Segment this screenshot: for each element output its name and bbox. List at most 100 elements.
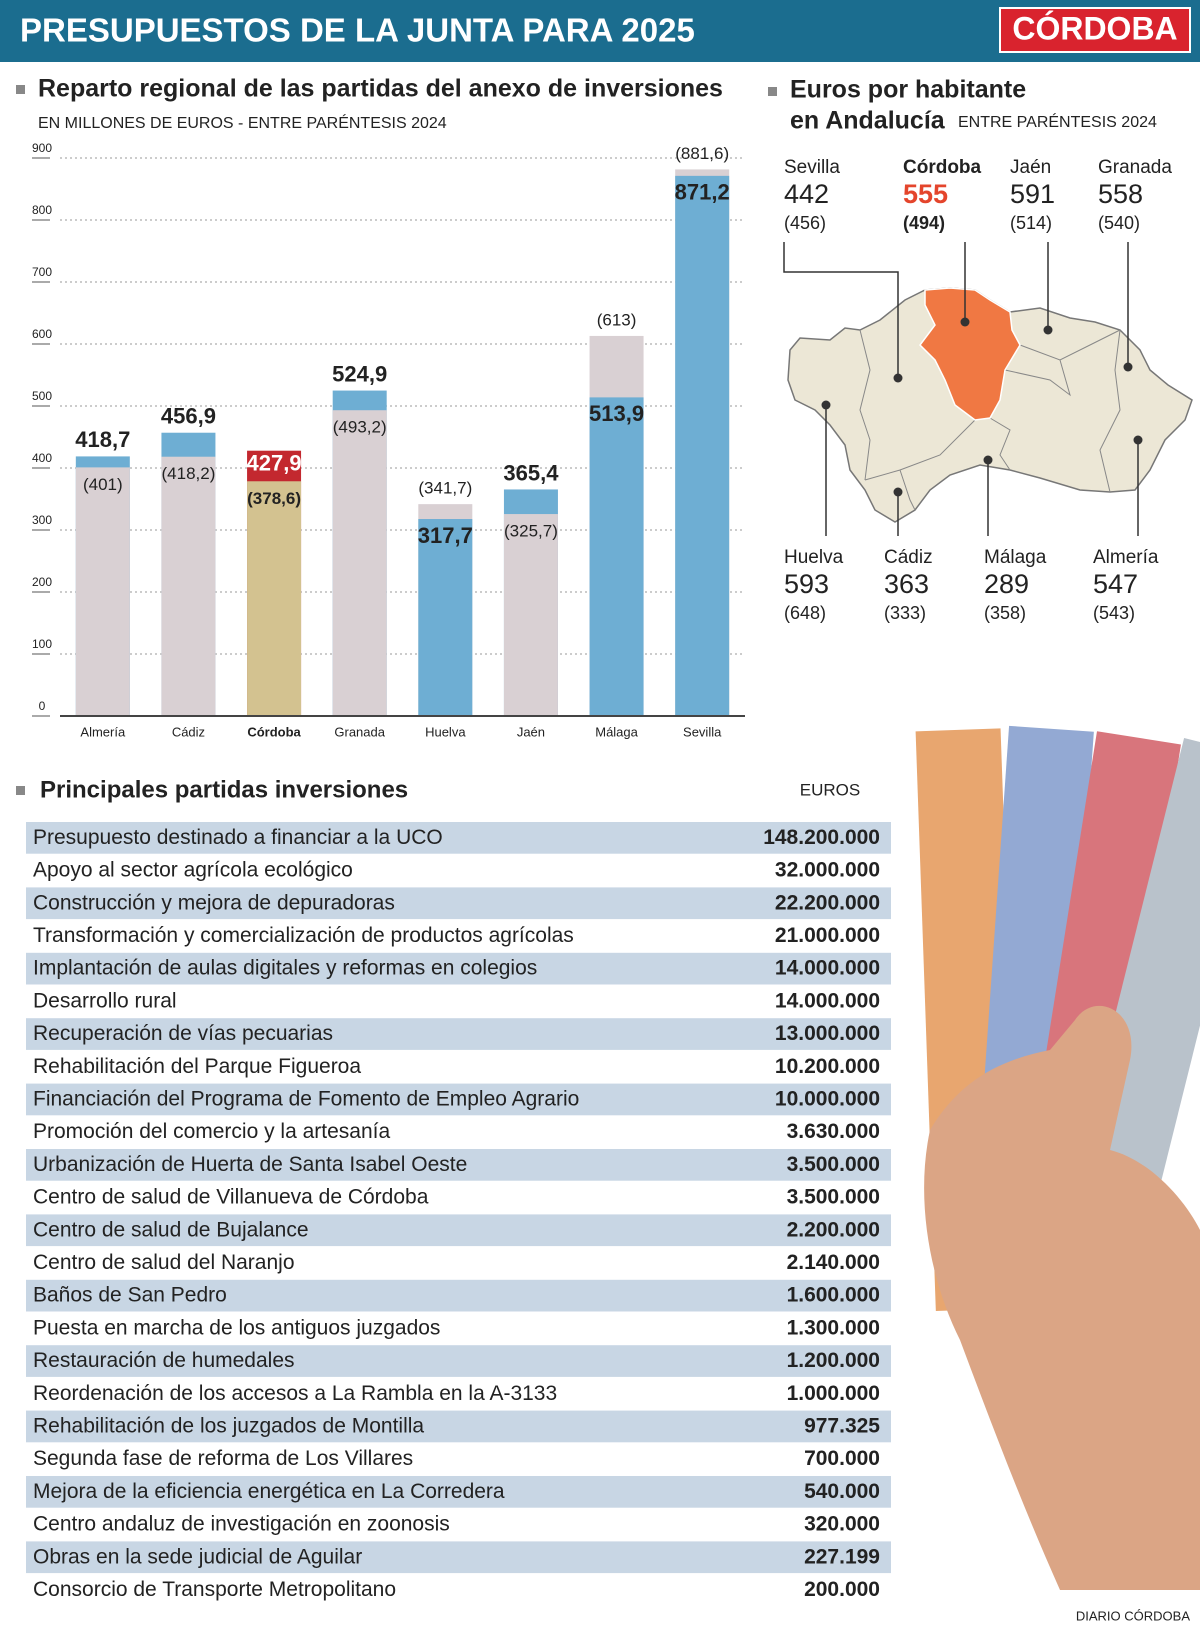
row-amount: 700.000 (804, 1447, 880, 1470)
province-value: 555 (903, 179, 948, 209)
row-label: Financiación del Programa de Fomento de … (33, 1087, 579, 1110)
header-title: PRESUPUESTOS DE LA JUNTA PARA 2025 (20, 12, 695, 49)
row-label: Puesta en marcha de los antiguos juzgado… (33, 1316, 440, 1339)
province-name: Cádiz (884, 547, 933, 568)
province-dot (1043, 325, 1053, 335)
province-value: 593 (784, 569, 829, 599)
x-tick-label: Córdoba (247, 724, 301, 739)
value-label: (881,6) (675, 144, 729, 163)
row-label: Mejora de la eficiencia energética en La… (33, 1480, 505, 1503)
province-name: Jaén (1010, 157, 1051, 178)
province-value: 442 (784, 179, 829, 209)
row-amount: 21.000.000 (775, 924, 880, 947)
bar (75, 467, 130, 716)
row-stripe (26, 1018, 891, 1050)
province-border (1099, 329, 1121, 493)
row-amount: 3.630.000 (787, 1120, 880, 1143)
province-border (989, 417, 1011, 471)
value-label: 365,4 (503, 460, 559, 485)
bar (332, 410, 387, 716)
row-label: Segunda fase de reforma de Los Villares (33, 1447, 413, 1470)
value-label: 317,7 (418, 523, 473, 548)
bar (161, 456, 216, 716)
province-previous: (543) (1093, 603, 1135, 623)
y-tick-label: 400 (32, 451, 52, 465)
y-tick-label: 0 (39, 699, 46, 713)
row-label: Desarrollo rural (33, 989, 177, 1012)
row-stripe (26, 1083, 891, 1116)
province-value: 289 (984, 569, 1029, 599)
province-border (899, 469, 916, 511)
table-unit: EUROS (800, 780, 860, 799)
value-label: (401) (83, 475, 123, 494)
row-label: Centro de salud de Villanueva de Córdoba (33, 1186, 429, 1209)
province-dot (960, 317, 970, 327)
province-border (1019, 329, 1121, 361)
value-label: (325,7) (504, 522, 558, 541)
x-tick-label: Jaén (517, 724, 545, 739)
row-label: Recuperación de vías pecuarias (33, 1022, 333, 1045)
row-amount: 2.140.000 (787, 1251, 880, 1274)
value-label: (341,7) (418, 479, 472, 498)
footer: DIARIO CÓRDOBA (1076, 1608, 1190, 1623)
row-stripe (26, 1279, 891, 1312)
map-subtitle: ENTRE PARÉNTESIS 2024 (958, 112, 1157, 131)
bullet (16, 85, 25, 94)
row-label: Centro de salud de Bujalance (33, 1218, 309, 1241)
money-photo (915, 725, 1200, 1590)
province-previous: (540) (1098, 213, 1140, 233)
province-previous: (494) (903, 213, 945, 233)
value-label: (493,2) (333, 418, 387, 437)
row-label: Reordenación de los accesos a La Rambla … (33, 1382, 557, 1405)
province-value: 591 (1010, 179, 1055, 209)
row-amount: 540.000 (804, 1480, 880, 1503)
row-label: Construcción y mejora de depuradoras (33, 891, 395, 914)
bar (247, 481, 302, 716)
row-amount: 227.199 (804, 1545, 880, 1568)
value-label: 871,2 (675, 180, 730, 205)
value-label: (378,6) (247, 489, 301, 508)
row-amount: 32.000.000 (775, 859, 880, 882)
bar (589, 397, 644, 716)
bar (675, 175, 730, 716)
row-label: Transformación y comercialización de pro… (33, 924, 574, 947)
row-amount: 3.500.000 (787, 1153, 880, 1176)
province-dot (821, 400, 831, 410)
chart-title: Reparto regional de las partidas del ane… (38, 75, 723, 103)
province-value: 558 (1098, 179, 1143, 209)
x-tick-label: Huelva (425, 724, 466, 739)
row-label: Centro de salud del Naranjo (33, 1251, 295, 1274)
row-label: Obras en la sede judicial de Aguilar (33, 1545, 362, 1568)
logo: CÓRDOBA (1012, 10, 1177, 46)
row-amount: 977.325 (804, 1414, 880, 1437)
x-tick-label: Almería (80, 724, 126, 739)
value-label: 427,9 (247, 451, 302, 476)
province-dot (1123, 362, 1133, 372)
row-amount: 1.000.000 (787, 1382, 880, 1405)
row-amount: 14.000.000 (775, 989, 880, 1012)
province-name: Huelva (784, 547, 844, 568)
row-amount: 2.200.000 (787, 1218, 880, 1241)
row-amount: 10.000.000 (775, 1087, 880, 1110)
row-amount: 22.200.000 (775, 891, 880, 914)
province-value: 363 (884, 569, 929, 599)
y-tick-label: 900 (32, 141, 52, 155)
province-dot (1133, 435, 1143, 445)
province-name: Córdoba (903, 157, 982, 178)
province-dot (893, 487, 903, 497)
value-label: 418,7 (75, 427, 130, 452)
row-stripe (26, 1345, 891, 1377)
row-label: Rehabilitación de los juzgados de Montil… (33, 1414, 424, 1437)
row-amount: 1.300.000 (787, 1316, 880, 1339)
row-label: Urbanización de Huerta de Santa Isabel O… (33, 1153, 467, 1176)
province-shape (919, 287, 1021, 421)
map-title: en Andalucía (790, 107, 946, 135)
logo-box (999, 7, 1191, 53)
x-tick-label: Málaga (595, 724, 638, 739)
y-tick-label: 800 (32, 203, 52, 217)
value-label: 456,9 (161, 404, 216, 429)
y-tick-label: 500 (32, 389, 52, 403)
value-label: (613) (597, 310, 637, 329)
row-label: Presupuesto destinado a financiar a la U… (33, 826, 443, 849)
